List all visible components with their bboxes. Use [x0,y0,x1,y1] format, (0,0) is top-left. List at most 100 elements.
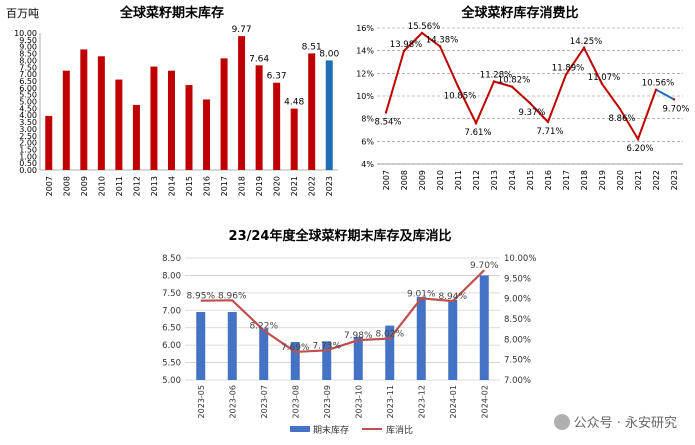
data-label: 10.85% [444,91,476,101]
data-point [384,111,388,114]
x-tick-label: 2017 [562,170,571,190]
data-label: 8.86% [608,114,635,124]
data-label: 9.01% [407,289,436,299]
y-tick-label: 5.00 [19,98,37,107]
y-right-tick-label: 7.00% [504,376,531,386]
data-point [582,46,586,50]
data-point [492,80,496,83]
y-tick-label: 6.00 [19,84,37,93]
y-tick-label: 7.50 [19,63,37,72]
data-label: 7.69% [281,343,310,353]
x-tick-label: 2007 [382,170,391,190]
y-right-tick-label: 9.00% [504,295,531,305]
x-tick-label: 2010 [436,170,445,190]
data-label: 7.73% [312,341,341,351]
x-tick-label: 2010 [97,176,106,196]
x-tick-label: 2015 [185,176,194,196]
chart-2324-combo: 23/24年度全球菜籽期末库存及库消比 5.00 5.50 6.00 6.50 7.00 7… [162,228,536,436]
x-tick-label: 2015 [526,170,535,190]
data-label: 8.54% [374,118,401,128]
data-label: 8.22% [249,321,278,331]
x-tick-label: 2023-11 [386,385,395,418]
x-tick-label: 2009 [80,176,89,196]
bar-2014 [167,70,175,170]
data-point [636,137,640,141]
x-tick-label: 2023-08 [291,385,300,418]
chart-title: 23/24年度全球菜籽期末库存及库消比 [229,228,452,244]
y-tick-label: 14% [356,47,374,56]
y-tick-label: 4.00 [19,111,37,120]
data-point [564,73,568,76]
y-right-tick-label: 7.50% [504,356,531,366]
data-label: 15.56% [408,22,440,32]
data-label: 6.37 [267,72,287,82]
x-tick-label: 2009 [418,170,427,190]
bar-2017 [220,58,228,170]
chart-inventory: 全球菜籽期末库存 百万吨 0.000.501.001.502.002.503.003… [6,5,340,196]
y-left-tick-label: 8.00 [162,271,181,281]
y-left-tick-label: 5.50 [162,359,181,369]
chart-title: 全球菜籽库存消费比 [460,5,578,21]
y-right-tick-label: 9.50% [504,274,531,284]
bar-2010 [97,56,105,170]
y-right-tick-label: 10.00% [504,254,536,264]
y-tick-label: 12% [356,69,374,78]
x-tick-label: 2023-12 [417,385,426,418]
x-tick-label: 2023-05 [197,385,206,418]
chart-stock-to-use: 全球菜籽库存消费比 4% 6% 8% 10% 12% 14% 16% 8.54% 2007 13.9… [356,5,689,190]
data-label: 10.56% [642,79,674,89]
bar-2022 [308,53,316,171]
x-tick-label: 2019 [598,170,607,190]
y-tick-label: 4% [361,160,374,169]
data-point [600,82,604,86]
watermark-text: 公众号 · 永安研究 [573,416,677,431]
y-tick-label: 1.00 [19,152,37,161]
data-label: 9.77 [232,25,252,35]
wechat-icon [553,413,570,430]
y-tick-label: 5.50 [19,91,37,100]
data-point [456,85,460,88]
x-tick-label: 2021 [634,170,643,190]
bar-2012 [132,104,140,170]
data-label: 8.95% [186,292,215,302]
x-tick-label: 2013 [490,170,499,190]
data-point [402,49,406,53]
bar-2023-06 [227,312,237,380]
bar-2023-12 [416,297,426,380]
y-tick-label: 0.00 [19,166,37,175]
y-tick-label: 8.00 [19,56,37,65]
data-point [672,98,676,101]
unit-label: 百万吨 [6,7,39,20]
chart-title: 全球菜籽期末库存 [119,5,224,21]
data-point [510,85,514,88]
data-label: 13.98% [390,40,422,50]
watermark: 公众号 · 永安研究 [553,412,677,431]
x-tick-label: 2017 [220,176,229,196]
y-tick-label: 9.50 [19,36,37,45]
bar-2023-10 [353,336,363,380]
y-left-tick-label: 6.50 [162,324,181,334]
data-label: 9.37% [518,108,545,118]
x-tick-label: 2012 [472,170,481,190]
bar-2007 [45,115,53,170]
x-tick-label: 2023-06 [228,385,237,418]
bar-2023-08 [290,342,300,380]
legend-label: 期末库存 [313,424,349,436]
x-tick-label: 2024-01 [449,385,458,418]
x-tick-label: 2007 [45,176,54,196]
data-label: 11.89% [552,64,584,74]
data-label: 8.00 [319,49,339,59]
bar-2015 [185,85,193,170]
x-tick-label: 2018 [238,176,247,196]
data-label: 10.82% [498,76,530,86]
data-label: 6.20% [626,144,653,154]
y-left-tick-label: 7.50 [162,289,181,299]
bar-2023-09 [322,341,332,380]
bar-2023-05 [196,312,206,380]
x-tick-label: 2016 [544,170,553,190]
x-tick-label: 2020 [273,176,282,196]
x-tick-label: 2019 [255,176,264,196]
y-right-tick-label: 8.00% [504,335,531,345]
y-tick-label: 2.00 [19,139,37,148]
y-tick-label: 3.00 [19,125,37,134]
